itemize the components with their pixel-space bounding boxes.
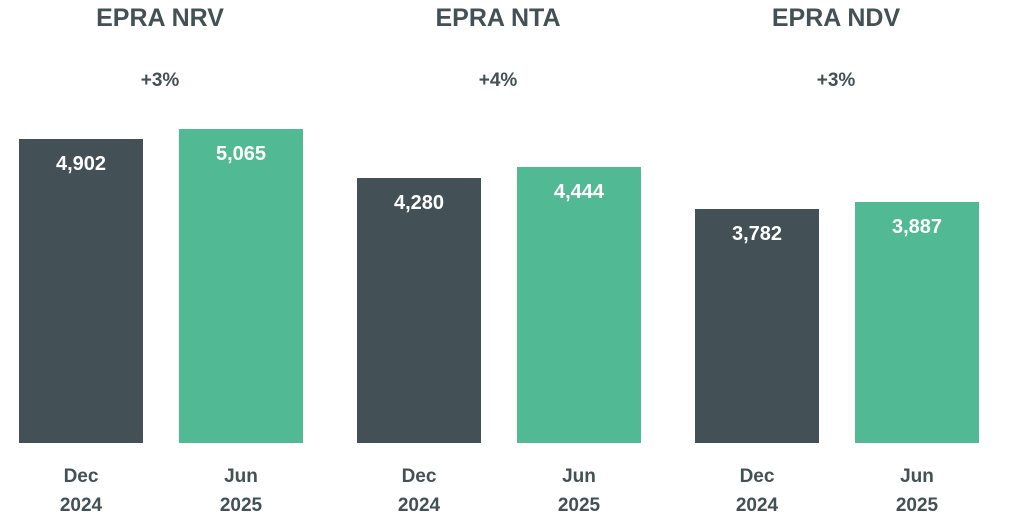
annotation: +3% — [140, 70, 180, 91]
value-label: 3,782 — [731, 222, 783, 245]
x-tick-label: Dec 2024 — [735, 466, 779, 515]
bar — [179, 128, 303, 443]
annotation: +4% — [478, 70, 518, 91]
x-tick-label: Dec 2024 — [59, 466, 103, 515]
chart-title: EPRA NDV — [771, 4, 901, 32]
annotation: +3% — [816, 70, 856, 91]
chart-title: EPRA NRV — [96, 4, 224, 32]
value-label: 4,280 — [393, 191, 445, 214]
x-tick-label: Jun 2025 — [557, 466, 601, 515]
value-label: 4,902 — [55, 153, 107, 176]
value-label: 3,887 — [891, 216, 943, 238]
bar — [855, 202, 979, 443]
x-tick-label: Jun 2025 — [895, 466, 939, 515]
value-label: 4,444 — [553, 181, 605, 204]
value-label: 5,065 — [215, 142, 267, 165]
bar — [695, 208, 819, 443]
bar — [357, 177, 481, 443]
chart-title: EPRA NTA — [435, 4, 561, 32]
x-tick-label: Jun 2025 — [219, 466, 263, 515]
bar — [19, 139, 143, 443]
bar — [517, 167, 641, 443]
x-tick-label: Dec 2024 — [397, 466, 441, 515]
